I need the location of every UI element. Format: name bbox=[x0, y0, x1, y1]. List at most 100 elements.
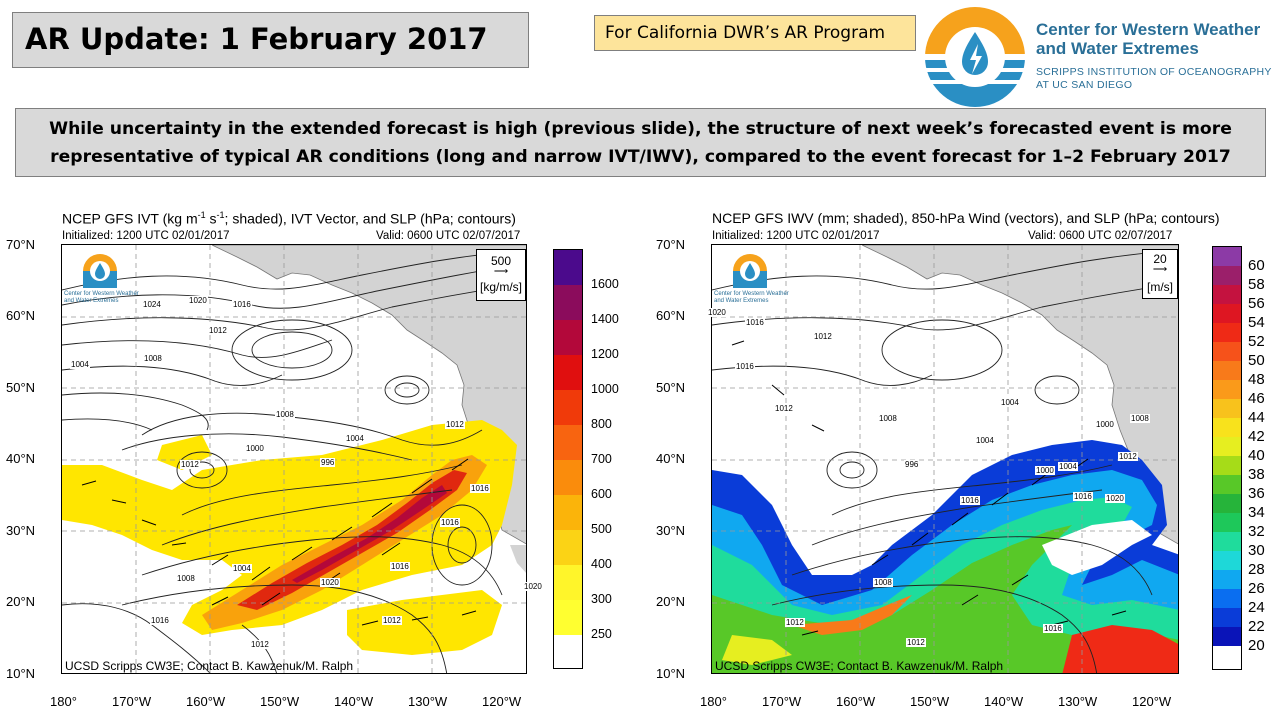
iwv-init-time: Initialized: 1200 UTC 02/01/2017 bbox=[712, 230, 880, 242]
ivt-lon-180: 180° bbox=[50, 694, 77, 709]
iwv-lon-120: 120°W bbox=[1132, 694, 1172, 709]
iwv-slp-label: 1004 bbox=[1058, 462, 1078, 471]
iwv-slp-label: 1012 bbox=[906, 638, 926, 647]
iwv-map-panel: NCEP GFS IWV (mm; shaded), 850-hPa Wind … bbox=[640, 210, 1280, 720]
ivt-slp-label: 1008 bbox=[176, 574, 196, 583]
iwv-lon-170: 170°W bbox=[762, 694, 802, 709]
iwv-cbar-label: 46 bbox=[1248, 390, 1265, 407]
iwv-vector-key-arrow-icon: ⟶ bbox=[1152, 264, 1168, 275]
ivt-lat-10: 10°N bbox=[6, 666, 36, 681]
org-sub-line2: AT UC SAN DIEGO bbox=[1036, 79, 1133, 91]
ivt-cbar-swatch bbox=[554, 635, 582, 668]
ivt-map-canvas bbox=[62, 245, 526, 673]
iwv-slp-label: 1020 bbox=[707, 308, 727, 317]
iwv-cbar-swatch bbox=[1213, 323, 1241, 342]
ivt-cbar-swatch bbox=[554, 565, 582, 600]
iwv-lon-140: 140°W bbox=[984, 694, 1024, 709]
cw3e-logo bbox=[925, 7, 1025, 107]
iwv-slp-label: 1016 bbox=[1073, 492, 1093, 501]
ivt-lon-120: 120°W bbox=[482, 694, 522, 709]
iwv-lat-40: 40°N bbox=[656, 451, 686, 466]
ivt-map-title: NCEP GFS IVT (kg m-1 s-1; shaded), IVT V… bbox=[62, 210, 516, 227]
ivt-cbar-label: 1600 bbox=[591, 277, 619, 291]
iwv-cbar-swatch bbox=[1213, 627, 1241, 646]
iwv-valid-time: Valid: 0600 UTC 02/07/2017 bbox=[1028, 230, 1173, 242]
iwv-cbar-label: 58 bbox=[1248, 276, 1265, 293]
ivt-lon-130: 130°W bbox=[408, 694, 448, 709]
iwv-cbar-label: 32 bbox=[1248, 523, 1265, 540]
iwv-cbar-swatch bbox=[1213, 342, 1241, 361]
ivt-cbar-label: 250 bbox=[591, 627, 612, 641]
ivt-title-end: ; shaded), IVT Vector, and SLP (hPa; con… bbox=[224, 210, 516, 227]
iwv-cbar-label: 50 bbox=[1248, 352, 1265, 369]
iwv-cbar-swatch bbox=[1213, 570, 1241, 589]
ivt-slp-label: 1012 bbox=[180, 460, 200, 469]
ivt-slp-label: 1012 bbox=[382, 616, 402, 625]
iwv-slp-label: 1016 bbox=[1043, 624, 1063, 633]
iwv-cbar-label: 42 bbox=[1248, 428, 1265, 445]
iwv-cbar-swatch bbox=[1213, 380, 1241, 399]
iwv-cbar-swatch bbox=[1213, 456, 1241, 475]
iwv-lat-10: 10°N bbox=[656, 666, 686, 681]
iwv-slp-label: 1000 bbox=[1095, 420, 1115, 429]
program-label-text: For California DWR’s AR Program bbox=[605, 23, 886, 43]
ivt-slp-label: 1020 bbox=[523, 582, 543, 591]
ivt-cbar-swatch bbox=[554, 495, 582, 530]
iwv-slp-label: 1012 bbox=[785, 618, 805, 627]
ivt-slp-label: 1004 bbox=[345, 434, 365, 443]
iwv-cbar-swatch bbox=[1213, 437, 1241, 456]
iwv-slp-label: 1020 bbox=[1105, 494, 1125, 503]
iwv-lat-70: 70°N bbox=[656, 237, 686, 252]
org-name-line1: Center for Western Weather bbox=[1036, 20, 1261, 39]
iwv-cbar-label: 22 bbox=[1248, 618, 1265, 635]
iwv-slp-label: 1000 bbox=[1035, 466, 1055, 475]
iwv-cbar-swatch bbox=[1213, 285, 1241, 304]
ivt-cbar-label: 800 bbox=[591, 417, 612, 431]
iwv-slp-label: 1004 bbox=[975, 436, 995, 445]
ivt-slp-label: 1020 bbox=[188, 296, 208, 305]
iwv-cbar-swatch bbox=[1213, 266, 1241, 285]
iwv-cbar-swatch bbox=[1213, 304, 1241, 323]
ivt-lat-40: 40°N bbox=[6, 451, 36, 466]
iwv-cbar-label: 24 bbox=[1248, 599, 1265, 616]
ivt-lat-70: 70°N bbox=[6, 237, 36, 252]
org-name: Center for Western Weather and Water Ext… bbox=[1036, 20, 1276, 58]
ivt-lat-60: 60°N bbox=[6, 308, 36, 323]
ivt-credit: UCSD Scripps CW3E; Contact B. Kawzenuk/M… bbox=[65, 659, 354, 673]
ivt-lat-30: 30°N bbox=[6, 523, 36, 538]
iwv-cbar-swatch bbox=[1213, 247, 1241, 266]
ivt-cbar-swatch bbox=[554, 320, 582, 355]
iwv-lat-50: 50°N bbox=[656, 380, 686, 395]
iwv-credit: UCSD Scripps CW3E; Contact B. Kawzenuk/M… bbox=[715, 659, 1004, 673]
ivt-cbar-swatch bbox=[554, 425, 582, 460]
ivt-cbar-label: 700 bbox=[591, 452, 612, 466]
iwv-cbar-swatch bbox=[1213, 646, 1241, 667]
ivt-cbar-swatch bbox=[554, 390, 582, 425]
ivt-map-panel: NCEP GFS IVT (kg m-1 s-1; shaded), IVT V… bbox=[0, 210, 640, 720]
iwv-lat-60: 60°N bbox=[656, 308, 686, 323]
ivt-title-a: NCEP GFS IVT (kg m bbox=[62, 210, 198, 227]
iwv-slp-label: 1016 bbox=[735, 362, 755, 371]
iwv-cbar-swatch bbox=[1213, 494, 1241, 513]
iwv-cbar-swatch bbox=[1213, 418, 1241, 437]
iwv-slp-label: 1008 bbox=[1130, 414, 1150, 423]
ivt-mini-logo-icon bbox=[83, 254, 117, 288]
iwv-cbar-label: 52 bbox=[1248, 333, 1265, 350]
iwv-cbar-swatch bbox=[1213, 589, 1241, 608]
iwv-slp-label: 1012 bbox=[1118, 452, 1138, 461]
ivt-title-mid: s bbox=[205, 210, 217, 227]
ivt-slp-label: 1016 bbox=[150, 616, 170, 625]
summary-line1: While uncertainty in the extended foreca… bbox=[49, 119, 1232, 139]
ivt-slp-label: 1024 bbox=[142, 300, 162, 309]
org-name-line2: and Water Extremes bbox=[1036, 39, 1199, 58]
iwv-cbar-label: 54 bbox=[1248, 314, 1265, 331]
iwv-mini-logo-line2: and Water Extremes bbox=[714, 298, 769, 304]
iwv-cbar-label: 20 bbox=[1248, 637, 1265, 654]
ivt-mini-logo-text: Center for Western Weather and Water Ext… bbox=[64, 291, 139, 305]
iwv-cbar-label: 36 bbox=[1248, 485, 1265, 502]
iwv-colorbar bbox=[1212, 246, 1242, 670]
ivt-title-sup1: -1 bbox=[197, 210, 206, 220]
iwv-cbar-label: 44 bbox=[1248, 409, 1265, 426]
iwv-slp-label: 1012 bbox=[813, 332, 833, 341]
ivt-init-time: Initialized: 1200 UTC 02/01/2017 bbox=[62, 230, 230, 242]
